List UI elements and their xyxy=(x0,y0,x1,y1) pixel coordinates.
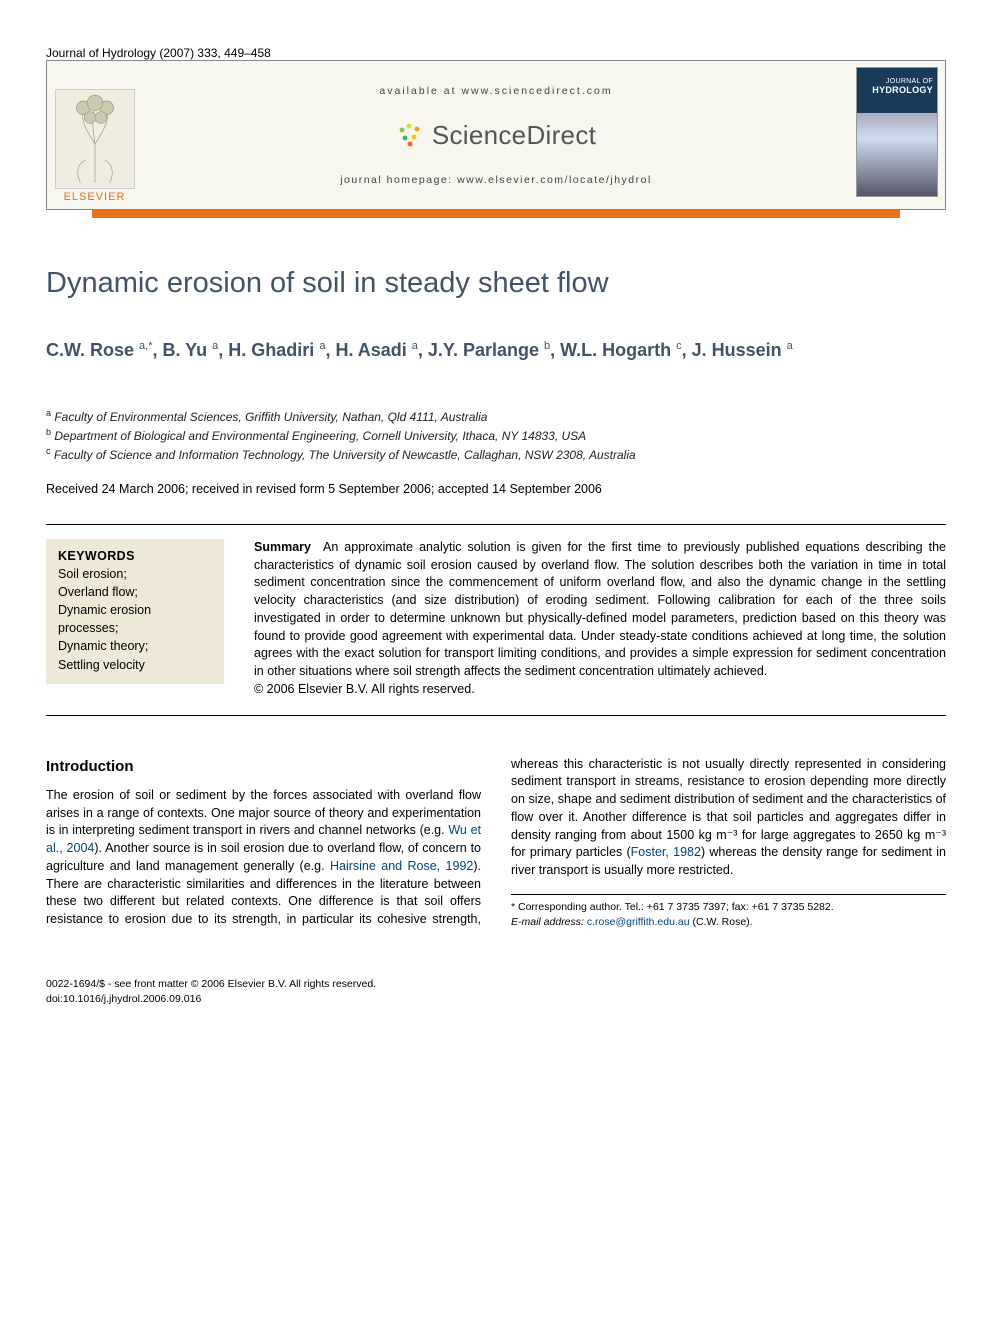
journal-cover-title: JOURNAL OF HYDROLOGY xyxy=(872,78,933,96)
front-matter-line: 0022-1694/$ - see front matter © 2006 El… xyxy=(46,977,946,992)
keywords-list: Soil erosion;Overland flow;Dynamic erosi… xyxy=(58,565,212,674)
keywords-box: KEYWORDS Soil erosion;Overland flow;Dyna… xyxy=(46,539,224,684)
article-history: Received 24 March 2006; received in revi… xyxy=(46,482,946,496)
elsevier-logo-block: ELSEVIER xyxy=(47,61,142,209)
introduction-section: Introduction The erosion of soil or sedi… xyxy=(46,756,946,930)
citation-text: Journal of Hydrology (2007) 333, 449–458 xyxy=(46,46,271,60)
running-header: Journal of Hydrology (2007) 333, 449–458 xyxy=(0,0,992,60)
journal-cover: JOURNAL OF HYDROLOGY xyxy=(850,61,945,209)
introduction-heading: Introduction xyxy=(46,756,481,777)
citation-link-foster-1982[interactable]: Foster, 1982 xyxy=(631,845,701,859)
abstract-copyright: © 2006 Elsevier B.V. All rights reserved… xyxy=(254,682,475,696)
banner-wrap: ELSEVIER available at www.sciencedirect.… xyxy=(0,60,992,218)
footnotes: * Corresponding author. Tel.: +61 7 3735… xyxy=(511,894,946,929)
summary-label: Summary xyxy=(254,540,311,554)
summary-body: An approximate analytic solution is give… xyxy=(254,540,946,678)
journal-cover-image: JOURNAL OF HYDROLOGY xyxy=(856,67,938,197)
elsevier-wordmark: ELSEVIER xyxy=(64,191,126,203)
keywords-heading: KEYWORDS xyxy=(58,549,212,563)
sciencedirect-logo: ScienceDirect xyxy=(396,120,596,151)
author-list: C.W. Rose a,*, B. Yu a, H. Ghadiri a, H.… xyxy=(46,337,946,363)
article-title: Dynamic erosion of soil in steady sheet … xyxy=(46,266,946,301)
abstract-row: KEYWORDS Soil erosion;Overland flow;Dyna… xyxy=(46,524,946,716)
sciencedirect-wordmark: ScienceDirect xyxy=(432,120,596,151)
author-email-link[interactable]: c.rose@griffith.edu.au xyxy=(587,916,690,928)
affiliation-list: a Faculty of Environmental Sciences, Gri… xyxy=(46,407,946,464)
sciencedirect-mark-icon xyxy=(396,121,424,149)
email-footnote: E-mail address: c.rose@griffith.edu.au (… xyxy=(511,915,946,930)
available-at-text: available at www.sciencedirect.com xyxy=(379,85,612,97)
banner-center: available at www.sciencedirect.com Scien… xyxy=(142,61,850,209)
doi-line: doi:10.1016/j.jhydrol.2006.09.016 xyxy=(46,992,946,1007)
doi-block: 0022-1694/$ - see front matter © 2006 El… xyxy=(0,977,992,1046)
journal-homepage-text: journal homepage: www.elsevier.com/locat… xyxy=(340,174,652,186)
article-content: Dynamic erosion of soil in steady sheet … xyxy=(0,218,992,959)
orange-rule xyxy=(92,210,900,218)
publisher-banner: ELSEVIER available at www.sciencedirect.… xyxy=(46,60,946,210)
corresponding-author-footnote: * Corresponding author. Tel.: +61 7 3735… xyxy=(511,900,946,915)
summary-text: Summary An approximate analytic solution… xyxy=(254,539,946,699)
elsevier-tree-icon xyxy=(55,89,135,189)
citation-link-hairsine-rose-1992[interactable]: Hairsine and Rose, 1992 xyxy=(330,859,473,873)
